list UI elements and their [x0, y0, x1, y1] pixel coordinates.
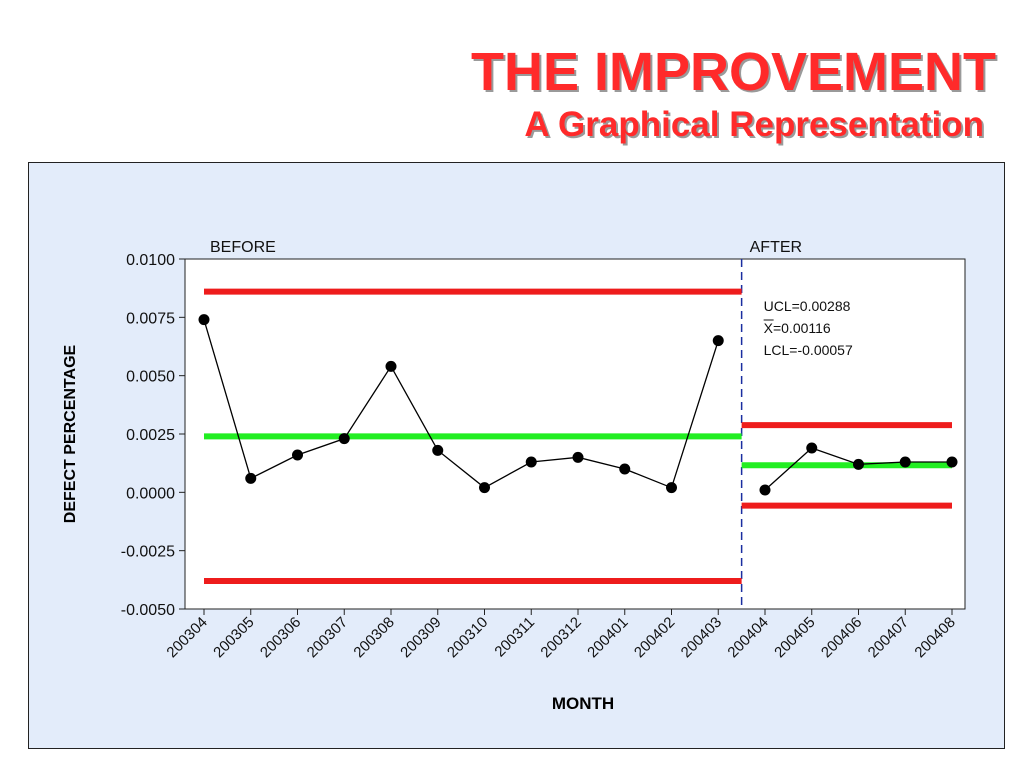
x-tick-label: 200309 — [397, 614, 444, 661]
data-point — [479, 482, 490, 494]
data-point — [806, 442, 818, 454]
data-line-before — [203, 319, 719, 489]
data-point — [759, 484, 771, 496]
y-tick-label: -0.0050 — [121, 602, 175, 619]
x-tick-label: 200312 — [537, 614, 584, 661]
x-tick-label: 200401 — [584, 614, 631, 661]
x-tick-label: 200404 — [724, 614, 771, 661]
y-tick-label: -0.0025 — [121, 544, 175, 561]
data-point — [385, 360, 397, 372]
x-tick-label: 200308 — [350, 614, 397, 661]
x-tick-label: 200402 — [631, 614, 678, 661]
data-point — [572, 451, 584, 463]
x-tick-label: 200405 — [771, 614, 818, 661]
slide-subtitle: A Graphical Representation — [524, 105, 984, 144]
x-tick-label: 200407 — [865, 614, 912, 661]
x-tick-label: 200304 — [163, 614, 210, 661]
y-tick-label: 0.0050 — [126, 369, 175, 386]
x-tick-label: 200311 — [491, 614, 538, 661]
data-point — [338, 433, 350, 445]
x-axis-title: MONTH — [552, 694, 614, 713]
slide-title: THE IMPROVEMENT — [470, 42, 996, 102]
data-point — [946, 456, 958, 468]
y-tick-label: 0.0000 — [126, 485, 175, 502]
mean-annotation: X=0.00116 — [764, 320, 831, 336]
stage-label-after: AFTER — [750, 239, 802, 256]
data-point — [666, 482, 677, 494]
ucl-annotation: UCL=0.00288 — [764, 298, 851, 314]
y-tick-label: 0.0025 — [126, 427, 175, 444]
x-tick-label: 200310 — [444, 614, 491, 661]
y-tick-label: 0.0075 — [126, 310, 175, 327]
x-tick-label: 200408 — [911, 614, 958, 661]
slide-title-block: THE IMPROVEMENT A Graphical Representati… — [471, 40, 996, 146]
data-point — [899, 456, 911, 468]
stage-label-before: BEFORE — [210, 239, 276, 256]
x-tick-label: 200406 — [818, 614, 865, 661]
chart-panel: -0.0050 -0.0025 0.0000 0.0025 0.0050 0.0075 0.… — [28, 162, 1005, 749]
control-chart: -0.0050 -0.0025 0.0000 0.0025 0.0050 0.0075 0.… — [62, 239, 966, 713]
lcl-annotation: LCL=-0.00057 — [764, 342, 853, 358]
x-tick-label: 200307 — [304, 614, 351, 661]
data-point — [198, 314, 210, 326]
data-point — [525, 456, 537, 468]
data-point — [432, 444, 444, 456]
data-point — [292, 449, 303, 461]
data-point — [853, 458, 864, 470]
x-tick-label: 200306 — [257, 614, 304, 661]
x-tick-label: 200305 — [210, 614, 257, 661]
y-tick-label: 0.0100 — [126, 252, 175, 269]
y-axis-title: DEFECT PERCENTAGE — [62, 344, 79, 523]
data-point — [245, 472, 257, 484]
data-point — [619, 463, 631, 475]
data-point — [712, 335, 724, 347]
x-tick-label: 200403 — [678, 614, 725, 661]
